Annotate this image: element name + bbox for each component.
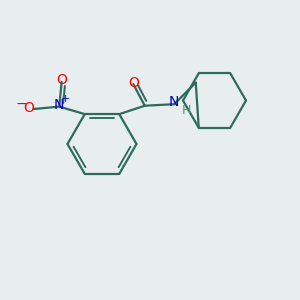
- Text: N: N: [169, 95, 179, 109]
- Text: −: −: [15, 97, 27, 111]
- Text: O: O: [56, 73, 67, 87]
- Text: H: H: [182, 104, 191, 117]
- Text: N: N: [53, 98, 64, 112]
- Text: O: O: [23, 101, 34, 115]
- Text: O: O: [128, 76, 139, 90]
- Text: +: +: [61, 94, 70, 104]
